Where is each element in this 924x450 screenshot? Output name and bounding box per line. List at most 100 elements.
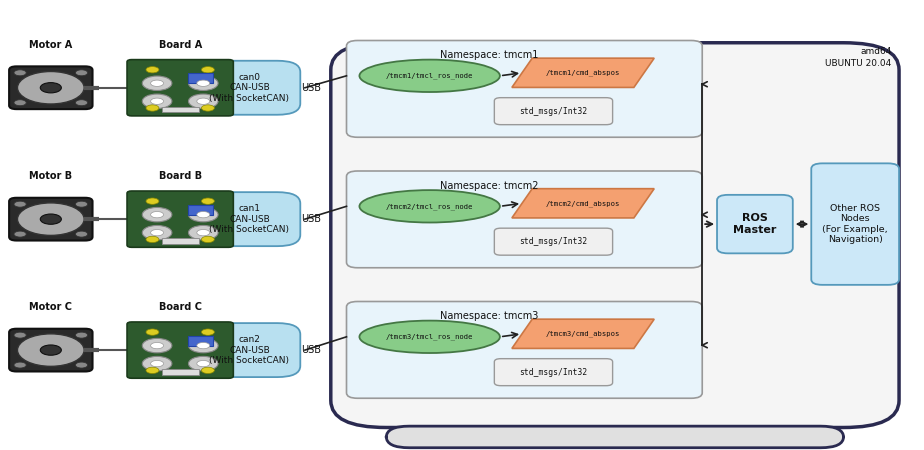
Circle shape: [197, 98, 210, 104]
Circle shape: [76, 231, 88, 237]
FancyBboxPatch shape: [199, 61, 300, 115]
Circle shape: [14, 332, 26, 338]
Circle shape: [197, 80, 210, 86]
Circle shape: [188, 225, 218, 240]
Circle shape: [146, 329, 159, 335]
Circle shape: [188, 207, 218, 222]
Text: /tmcm1/tmcl_ros_node: /tmcm1/tmcl_ros_node: [386, 72, 473, 79]
Text: ROS
Master: ROS Master: [734, 213, 776, 235]
FancyBboxPatch shape: [811, 163, 899, 285]
FancyBboxPatch shape: [346, 302, 702, 398]
Circle shape: [146, 236, 159, 243]
Text: Board C: Board C: [159, 302, 201, 312]
Text: /tmcm2/cmd_abspos: /tmcm2/cmd_abspos: [546, 200, 620, 207]
Circle shape: [151, 360, 164, 367]
Circle shape: [201, 236, 214, 243]
Circle shape: [41, 83, 61, 93]
Polygon shape: [512, 189, 654, 218]
Circle shape: [197, 342, 210, 349]
Circle shape: [76, 70, 88, 76]
Text: can0
CAN-USB
(With SocketCAN): can0 CAN-USB (With SocketCAN): [210, 73, 289, 103]
Circle shape: [76, 100, 88, 106]
Text: USB: USB: [301, 214, 322, 224]
FancyBboxPatch shape: [188, 205, 213, 215]
FancyBboxPatch shape: [346, 171, 702, 268]
Text: /tmcm3/tmcl_ros_node: /tmcm3/tmcl_ros_node: [386, 333, 473, 340]
Circle shape: [76, 362, 88, 368]
FancyBboxPatch shape: [188, 73, 213, 83]
FancyBboxPatch shape: [162, 238, 199, 244]
Circle shape: [188, 338, 218, 353]
Circle shape: [14, 70, 26, 76]
Circle shape: [201, 105, 214, 111]
FancyBboxPatch shape: [128, 59, 233, 116]
Circle shape: [142, 207, 172, 222]
Text: USB: USB: [301, 83, 322, 93]
Text: std_msgs/Int32: std_msgs/Int32: [519, 107, 588, 116]
Circle shape: [197, 230, 210, 236]
Circle shape: [146, 198, 159, 204]
Text: Board A: Board A: [159, 40, 201, 50]
Circle shape: [201, 329, 214, 335]
Polygon shape: [512, 58, 654, 87]
Text: /tmcm3/cmd_abspos: /tmcm3/cmd_abspos: [546, 330, 620, 337]
Text: Namespace: tmcm2: Namespace: tmcm2: [440, 181, 538, 191]
Ellipse shape: [359, 190, 500, 222]
Text: Motor B: Motor B: [30, 171, 72, 181]
Polygon shape: [512, 319, 654, 348]
Circle shape: [188, 356, 218, 371]
FancyBboxPatch shape: [188, 336, 213, 346]
Circle shape: [142, 225, 172, 240]
Circle shape: [151, 98, 164, 104]
FancyBboxPatch shape: [162, 107, 199, 112]
Circle shape: [146, 67, 159, 73]
Circle shape: [188, 94, 218, 108]
FancyBboxPatch shape: [199, 192, 300, 246]
Circle shape: [18, 203, 84, 235]
Circle shape: [41, 214, 61, 224]
Circle shape: [142, 76, 172, 90]
Circle shape: [146, 367, 159, 374]
Circle shape: [151, 342, 164, 349]
FancyBboxPatch shape: [717, 195, 793, 253]
Text: Motor C: Motor C: [30, 302, 72, 312]
Text: USB: USB: [301, 345, 322, 355]
Text: can2
CAN-USB
(With SocketCAN): can2 CAN-USB (With SocketCAN): [210, 335, 289, 365]
Circle shape: [201, 367, 214, 374]
Text: Motor A: Motor A: [30, 40, 72, 50]
Text: std_msgs/Int32: std_msgs/Int32: [519, 368, 588, 377]
Circle shape: [41, 345, 61, 355]
Text: std_msgs/Int32: std_msgs/Int32: [519, 237, 588, 246]
Circle shape: [197, 360, 210, 367]
Circle shape: [188, 76, 218, 90]
Circle shape: [151, 80, 164, 86]
Text: Namespace: tmcm1: Namespace: tmcm1: [440, 50, 538, 60]
FancyBboxPatch shape: [199, 323, 300, 377]
Circle shape: [201, 67, 214, 73]
Circle shape: [14, 201, 26, 207]
FancyBboxPatch shape: [494, 359, 613, 386]
FancyBboxPatch shape: [128, 322, 233, 378]
Circle shape: [142, 356, 172, 371]
Text: amd64
UBUNTU 20.04: amd64 UBUNTU 20.04: [825, 47, 892, 68]
FancyBboxPatch shape: [331, 43, 899, 428]
Circle shape: [146, 105, 159, 111]
Circle shape: [197, 212, 210, 218]
Text: Board B: Board B: [159, 171, 201, 181]
Circle shape: [14, 362, 26, 368]
Ellipse shape: [359, 320, 500, 353]
Circle shape: [14, 100, 26, 106]
Circle shape: [151, 230, 164, 236]
Circle shape: [151, 212, 164, 218]
Circle shape: [18, 334, 84, 366]
FancyBboxPatch shape: [162, 369, 199, 374]
FancyBboxPatch shape: [9, 328, 92, 372]
FancyBboxPatch shape: [128, 191, 233, 248]
FancyBboxPatch shape: [9, 66, 92, 109]
Circle shape: [142, 338, 172, 353]
Circle shape: [14, 231, 26, 237]
FancyBboxPatch shape: [386, 426, 844, 448]
FancyBboxPatch shape: [9, 198, 92, 240]
Circle shape: [76, 201, 88, 207]
Circle shape: [18, 72, 84, 104]
